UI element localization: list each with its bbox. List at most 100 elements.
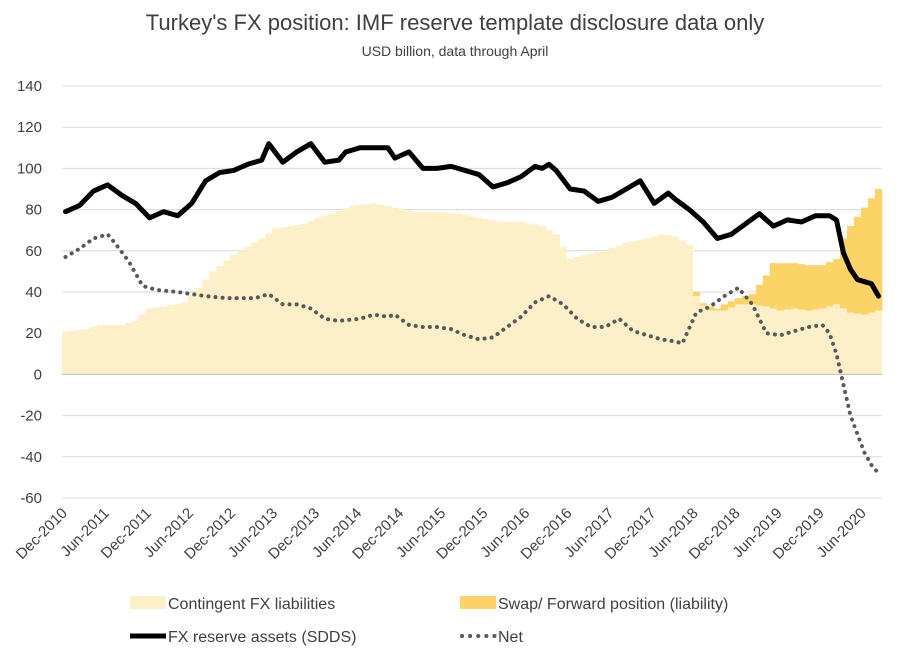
swap-bar — [762, 275, 771, 307]
contingent-bar — [349, 205, 357, 375]
swap-bar — [769, 263, 778, 309]
net-line — [63, 232, 881, 476]
y-tick-label: 100 — [17, 160, 42, 177]
contingent-bar — [685, 244, 694, 375]
swap-bar — [818, 265, 827, 309]
contingent-bar — [405, 210, 413, 375]
contingent-bar — [797, 309, 806, 375]
contingent-bar — [853, 313, 862, 375]
contingent-bar — [811, 309, 820, 375]
contingent-bar — [671, 236, 680, 375]
y-tick-label: 40 — [25, 284, 42, 301]
contingent-bar — [713, 310, 722, 375]
legend-swatch — [130, 596, 166, 609]
contingent-bar — [692, 296, 701, 375]
swap-bar — [811, 265, 820, 310]
legend-swatch — [460, 596, 496, 609]
contingent-bar — [391, 207, 399, 375]
contingent-bar — [146, 308, 154, 375]
swap-bar — [839, 238, 848, 309]
y-tick-label: -40 — [20, 449, 42, 466]
x-axis: Dec-2010Jun-2011Dec-2011Jun-2012Dec-2012… — [13, 505, 870, 563]
contingent-bar — [321, 215, 329, 375]
contingent-bar — [202, 279, 210, 375]
y-tick-label: -60 — [20, 490, 42, 507]
swap-bar — [706, 306, 715, 311]
swap-bar — [832, 259, 841, 305]
contingent-bar — [608, 248, 617, 375]
contingent-bar — [195, 287, 203, 375]
contingent-bar — [783, 309, 792, 375]
contingent-bar — [363, 204, 371, 375]
contingent-bar — [832, 304, 841, 375]
contingent-bar — [440, 212, 448, 375]
contingent-bar — [874, 310, 883, 375]
contingent-bar — [244, 246, 252, 375]
contingent-bar — [580, 254, 588, 375]
contingent-bar — [307, 220, 315, 375]
contingent-bar — [377, 204, 385, 375]
contingent-bar — [174, 303, 182, 375]
contingent-bar — [223, 260, 231, 375]
legend: Contingent FX liabilities Swap/ Forward p… — [130, 596, 728, 646]
contingent-bar — [566, 259, 574, 375]
contingent-bar — [727, 307, 736, 375]
contingent-bar — [69, 330, 77, 375]
contingent-bar — [181, 302, 189, 375]
reserve-series — [63, 141, 881, 299]
contingent-bar — [587, 253, 595, 375]
contingent-bar — [125, 322, 133, 375]
contingent-bar — [769, 308, 778, 375]
contingent-bar — [734, 304, 743, 375]
net-series — [63, 232, 881, 476]
contingent-bar — [503, 221, 511, 375]
contingent-bar — [748, 304, 757, 375]
swap-bar — [797, 264, 806, 310]
contingent-bar — [398, 208, 406, 375]
contingent-bar — [342, 208, 350, 375]
contingent-bar — [132, 320, 140, 375]
swap-bar — [734, 298, 743, 305]
contingent-bar — [475, 217, 483, 375]
contingent-bar — [496, 221, 504, 375]
contingent-bar — [419, 211, 427, 375]
contingent-bar — [601, 250, 610, 375]
contingent-bar — [524, 223, 532, 375]
contingent-bar — [384, 206, 392, 375]
contingent-bars — [62, 203, 883, 375]
contingent-bar — [517, 221, 525, 375]
swap-bar — [874, 189, 883, 311]
swap-bar — [804, 265, 813, 311]
swap-bar — [776, 263, 785, 311]
contingent-bar — [860, 314, 869, 375]
contingent-bar — [160, 306, 168, 375]
contingent-bar — [237, 250, 245, 375]
contingent-bar — [209, 271, 217, 375]
contingent-bar — [258, 238, 266, 375]
contingent-bar — [293, 225, 301, 375]
contingent-bar — [804, 310, 813, 375]
contingent-bar — [118, 324, 126, 375]
swap-bar — [720, 304, 729, 311]
contingent-bar — [265, 233, 273, 375]
y-tick-label: -20 — [20, 408, 42, 425]
contingent-bar — [790, 308, 799, 375]
contingent-bar — [594, 252, 603, 375]
y-tick-label: 140 — [17, 78, 42, 95]
contingent-bar — [825, 306, 834, 375]
contingent-bar — [664, 235, 673, 375]
contingent-bar — [559, 246, 567, 375]
contingent-bar — [153, 307, 161, 375]
contingent-bar — [643, 238, 652, 375]
contingent-bar — [104, 324, 112, 375]
contingent-bar — [426, 211, 434, 375]
legend-label: Swap/ Forward position (liability) — [498, 596, 728, 613]
contingent-bar — [328, 213, 336, 375]
contingent-bar — [531, 224, 539, 375]
contingent-bar — [461, 215, 469, 375]
contingent-bar — [251, 242, 259, 375]
contingent-bar — [286, 226, 294, 375]
contingent-bar — [139, 314, 147, 375]
contingent-bar — [111, 324, 119, 375]
contingent-bar — [76, 329, 84, 375]
